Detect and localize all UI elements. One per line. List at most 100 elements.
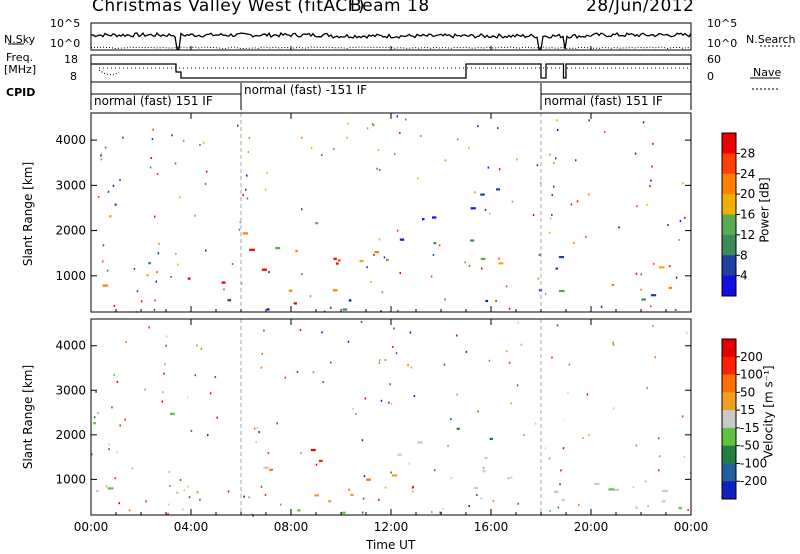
echo-cell: [249, 248, 255, 251]
noise-cell: [113, 373, 115, 376]
noise-cell: [153, 308, 156, 311]
colorbar-segment: [722, 427, 736, 447]
noise-cell: [636, 205, 638, 208]
colorbar-segment: [722, 374, 736, 393]
noise-cell: [360, 321, 363, 323]
noise-cell: [161, 400, 163, 403]
noise-cell: [174, 162, 177, 165]
echo-cell: [93, 422, 96, 425]
noise-cell: [312, 371, 315, 374]
echo-cell: [170, 412, 175, 415]
ytick-label: 4000: [55, 133, 86, 147]
echo-cell: [482, 470, 486, 473]
noise-cell: [634, 152, 637, 155]
noise-cell: [412, 485, 414, 488]
noise-cell: [410, 366, 413, 369]
ytick-label: 2000: [55, 224, 86, 238]
noise-cell: [389, 383, 391, 386]
noise-cell: [179, 479, 182, 481]
noise-cell: [167, 512, 169, 515]
xtick-label: 00:00: [674, 520, 709, 534]
noise-cell: [104, 146, 107, 149]
noise-cell: [520, 343, 522, 346]
nsky-trace: [90, 31, 692, 50]
noise-cell: [179, 196, 181, 199]
noise-cell: [240, 282, 243, 285]
noise-cell: [394, 153, 396, 156]
echo-cell: [555, 267, 558, 270]
noise-cell: [190, 429, 193, 432]
noise-cell: [536, 164, 539, 167]
colorbar-label: 8: [740, 248, 748, 262]
noise-cell: [544, 292, 547, 295]
noise-cell: [205, 249, 207, 252]
cpid-segment-1: normal (fast) 151 IF: [94, 94, 213, 108]
noise-cell: [372, 124, 375, 127]
noise-cell: [254, 427, 256, 430]
noise-cell: [133, 267, 136, 270]
xtick-label: 20:00: [574, 520, 609, 534]
noise-cell: [523, 434, 525, 437]
noise-cell: [114, 477, 116, 480]
noise-cell: [237, 124, 239, 127]
noise-cell: [456, 393, 458, 396]
echo-cell: [498, 262, 504, 265]
xaxis-label: Time UT: [366, 538, 416, 552]
echo-cell: [318, 459, 323, 462]
noise-cell: [477, 125, 479, 128]
noise-cell: [553, 185, 555, 188]
colorbar-label: 12: [740, 228, 755, 242]
noise-cell: [347, 122, 349, 125]
noise-cell: [646, 386, 648, 389]
noise-cell: [568, 363, 571, 366]
noise-cell: [256, 427, 258, 430]
echo-cell: [668, 286, 673, 289]
noise-cell: [681, 415, 684, 418]
noise-cell: [299, 329, 302, 332]
echo-cell: [293, 302, 297, 305]
noise-cell: [647, 505, 649, 508]
colorbar-label: 24: [740, 167, 755, 181]
echo-cell: [661, 489, 668, 493]
echo-cell: [288, 289, 293, 292]
date-label: 28/Jun/2012: [586, 0, 695, 16]
noise-cell: [393, 327, 395, 330]
noise-cell: [392, 346, 394, 348]
freq-unit: [MHz]: [4, 63, 37, 76]
noise-cell: [447, 444, 449, 447]
noise-cell: [517, 321, 519, 324]
noise-cell: [321, 154, 323, 156]
noise-cell: [684, 216, 686, 219]
noise-cell: [420, 135, 422, 137]
noise-cell: [376, 167, 378, 170]
noise-cell: [384, 486, 387, 489]
echo-cell: [263, 466, 269, 469]
echo-cell: [386, 258, 389, 261]
noise-cell: [158, 242, 160, 245]
nave-trace-dip: [98, 69, 120, 76]
noise-cell: [487, 166, 490, 169]
noise-cell: [640, 273, 642, 276]
noise-cell: [248, 496, 250, 499]
noise-cell: [280, 503, 282, 506]
noise-cell: [408, 462, 411, 465]
noise-cell: [652, 142, 654, 145]
noise-cell: [266, 171, 268, 174]
colorbar-segment: [722, 356, 736, 376]
noise-cell: [642, 121, 645, 124]
noise-cell: [640, 288, 642, 291]
colorbar-segment: [722, 339, 736, 358]
colorbar-segment: [722, 234, 736, 256]
ytick-label: 2000: [55, 428, 86, 442]
noise-cell: [252, 514, 254, 517]
colorbar-label: -15: [740, 421, 760, 435]
noise-cell: [517, 502, 519, 505]
noise-cell: [205, 170, 208, 173]
noise-cell: [156, 271, 158, 274]
noise-cell: [537, 277, 540, 280]
colorbar-label: -50: [740, 439, 760, 453]
noise-cell: [372, 123, 374, 126]
noise-cell: [170, 276, 172, 278]
colorbar-label: -100: [740, 456, 767, 470]
noise-cell: [128, 509, 131, 512]
